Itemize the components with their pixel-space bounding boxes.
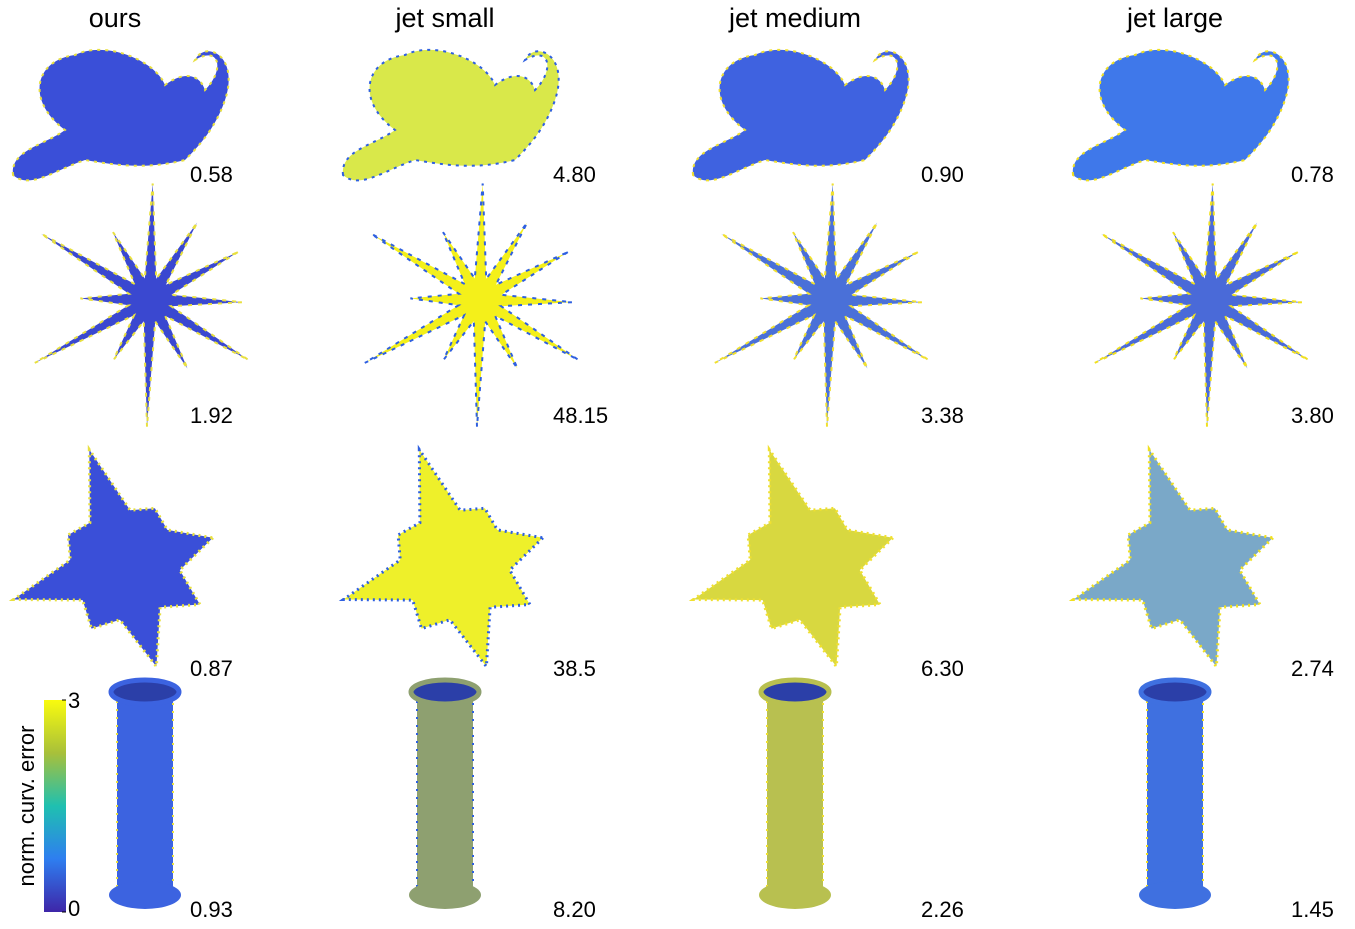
column-header: jet small xyxy=(394,3,494,33)
error-value: 6.30 xyxy=(921,656,964,681)
column-shape xyxy=(766,694,824,896)
error-value: 0.58 xyxy=(190,162,233,187)
noisy-star-shape xyxy=(1068,444,1277,671)
dragon-shape xyxy=(11,48,230,182)
error-value: 0.90 xyxy=(921,162,964,187)
column-base xyxy=(409,881,481,909)
column-shape xyxy=(116,694,174,896)
error-value: 48.15 xyxy=(553,403,608,428)
noisy-star-shape xyxy=(8,444,217,671)
column-shape xyxy=(1146,694,1204,896)
error-value: 1.92 xyxy=(190,403,233,428)
noisy-star-shape xyxy=(338,444,547,671)
star-shape xyxy=(364,183,580,427)
column-header: ours xyxy=(89,3,142,33)
star-shape xyxy=(714,183,930,427)
column-base xyxy=(759,881,831,909)
colorbar xyxy=(44,700,66,912)
column-base xyxy=(1139,881,1211,909)
colorbar-tick-label: 0 xyxy=(68,896,80,921)
error-value: 2.74 xyxy=(1291,656,1334,681)
error-value: 38.5 xyxy=(553,656,596,681)
error-value: 4.80 xyxy=(553,162,596,187)
column-header: jet large xyxy=(1126,3,1223,33)
column-top xyxy=(758,677,832,707)
error-value: 8.20 xyxy=(553,897,596,922)
column-top xyxy=(408,677,482,707)
error-value: 2.26 xyxy=(921,897,964,922)
dragon-shape xyxy=(691,48,910,182)
error-value: 3.38 xyxy=(921,403,964,428)
column-base xyxy=(109,881,181,909)
star-shape xyxy=(1094,183,1310,427)
colorbar-label: norm. curv. error xyxy=(14,726,39,887)
error-value: 0.87 xyxy=(190,656,233,681)
column-header: jet medium xyxy=(728,3,861,33)
colorbar-tick-label: 3 xyxy=(68,688,80,713)
column-top xyxy=(1138,677,1212,707)
error-value: 0.78 xyxy=(1291,162,1334,187)
column-shape xyxy=(416,694,474,896)
noisy-star-shape xyxy=(688,444,897,671)
error-value: 3.80 xyxy=(1291,403,1334,428)
error-value: 0.93 xyxy=(190,897,233,922)
dragon-shape xyxy=(1071,48,1290,182)
star-shape xyxy=(34,183,250,427)
column-top xyxy=(108,677,182,707)
error-value: 1.45 xyxy=(1291,897,1334,922)
dragon-shape xyxy=(341,48,560,182)
